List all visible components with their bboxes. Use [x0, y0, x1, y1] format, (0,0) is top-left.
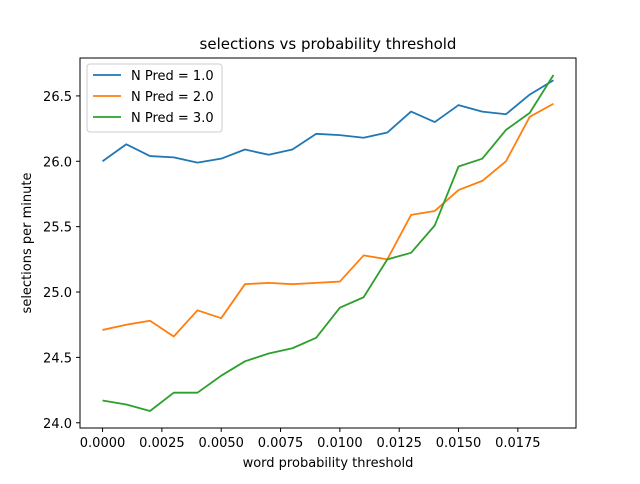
x-tick-label: 0.0100 — [317, 436, 363, 451]
series-line-1 — [102, 79, 554, 164]
x-tick-label: 0.0050 — [198, 436, 244, 451]
y-tick-label: 25.0 — [43, 286, 72, 301]
y-tick-label: 24.0 — [43, 417, 72, 432]
x-tick-label: 0.0150 — [436, 436, 482, 451]
plot-frame — [79, 57, 577, 429]
series-layer — [102, 74, 555, 412]
x-tick-label: 0.0025 — [139, 436, 185, 451]
chart-title: selections vs probability threshold — [200, 35, 457, 53]
x-tick-label: 0.0175 — [495, 436, 541, 451]
y-axis: 24.0 24.5 25.0 25.5 26.0 26.5 — [43, 90, 80, 432]
legend-label-3: N Pred = 3.0 — [131, 111, 214, 126]
series-line-2 — [102, 102, 554, 338]
y-tick-label: 25.5 — [43, 221, 72, 236]
x-tick-label: 0.0075 — [258, 436, 304, 451]
legend-box — [86, 63, 223, 133]
y-axis-label: selections per minute — [20, 173, 35, 314]
y-tick-label: 26.0 — [43, 155, 72, 170]
y-tick-label: 26.5 — [43, 90, 72, 105]
series-line-3 — [102, 74, 555, 412]
y-tick-label: 24.5 — [43, 351, 72, 366]
x-axis: 0.0000 0.0025 0.0050 0.0075 0.0100 0.0125 0.01… — [80, 428, 541, 451]
x-axis-label: word probability threshold — [243, 456, 414, 471]
legend-label-2: N Pred = 2.0 — [131, 90, 214, 105]
x-tick-label: 0.0125 — [376, 436, 422, 451]
x-tick-label: 0.0000 — [80, 436, 126, 451]
legend-label-1: N Pred = 1.0 — [131, 69, 214, 84]
legend: N Pred = 1.0 N Pred = 2.0 N Pred = 3.0 — [86, 63, 223, 133]
